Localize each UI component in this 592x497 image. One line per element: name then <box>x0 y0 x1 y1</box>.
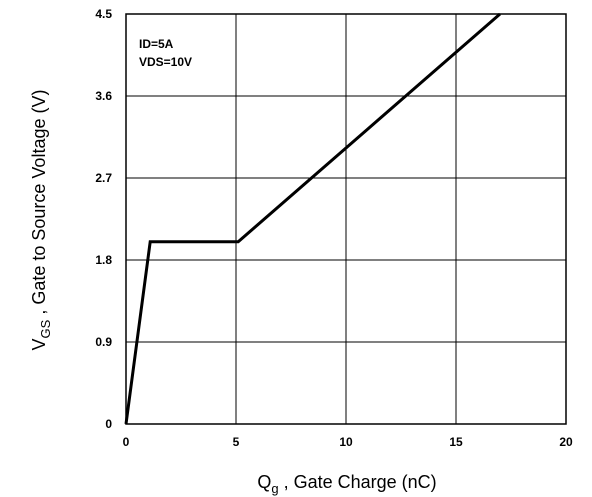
y-tick-label: 4.5 <box>95 7 112 21</box>
x-axis-label: Qg , Gate Charge (nC) <box>257 472 436 496</box>
x-tick-labels: 0 5 10 15 20 <box>123 435 573 449</box>
annotation-vds: VDS=10V <box>139 55 192 69</box>
plot-frame <box>125 13 567 425</box>
y-tick-label: 0.9 <box>95 335 112 349</box>
y-tick-label: 1.8 <box>95 253 112 267</box>
x-axis-label-rest: , Gate Charge (nC) <box>279 472 437 492</box>
y-tick-labels: 0 0.9 1.8 2.7 3.6 4.5 <box>95 7 112 431</box>
x-axis-label-main: Q <box>257 472 271 492</box>
series-line <box>124 12 501 425</box>
x-tick-label: 15 <box>449 435 463 449</box>
y-tick-label: 2.7 <box>95 171 112 185</box>
y-axis-label-rest: , Gate to Source Voltage (V) <box>29 90 49 320</box>
y-tick-label: 0 <box>105 417 112 431</box>
x-tick-label: 0 <box>123 435 130 449</box>
y-tick-label: 3.6 <box>95 89 112 103</box>
x-tick-label: 20 <box>559 435 573 449</box>
x-tick-label: 10 <box>339 435 353 449</box>
y-axis-label-sub: GS <box>38 319 53 338</box>
x-axis-label-sub: g <box>271 481 278 496</box>
annotation-id: ID=5A <box>139 37 174 51</box>
y-axis-label-main: V <box>29 338 49 350</box>
grid <box>126 14 566 424</box>
y-axis-label: VGS , Gate to Source Voltage (V) <box>29 90 53 351</box>
x-tick-label: 5 <box>233 435 240 449</box>
